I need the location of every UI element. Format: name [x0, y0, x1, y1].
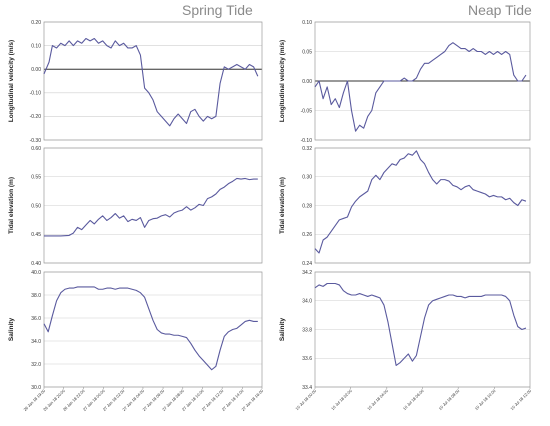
spring-salinity-frame	[43, 271, 263, 388]
neap-elevation-ytick-label: 0.24	[302, 261, 312, 267]
spring-salinity-ytick-label: 36.0	[31, 316, 41, 322]
neap-velocity-ylabel: Longitudinal velocity (m/s)	[279, 40, 286, 122]
right-xtick-label: 10 Jul 18 00:00	[294, 388, 317, 411]
chart-panels: 0.20 0.10 0.00 -0.10 -0.20 -0.30 Longitudinal …	[8, 20, 531, 391]
spring-salinity-ytick-label: 38.0	[31, 293, 41, 299]
right-xtick-label: 10 Jul 18 12:00	[509, 388, 532, 411]
spring-elevation-ytick-label: 0.50	[31, 203, 41, 209]
spring-salinity-ylabel: Salinity	[8, 318, 15, 342]
right-xtick-label: 10 Jul 18 10:00	[474, 388, 497, 411]
neap-elevation-ytick-label: 0.26	[302, 232, 312, 238]
spring-velocity-ylabel: Longitudinal velocity (m/s)	[8, 40, 15, 122]
spring-velocity-frame	[43, 21, 263, 141]
neap-salinity-series-line	[314, 282, 527, 366]
neap-salinity-ytick-label: 33.8	[302, 327, 312, 333]
spring-velocity-ytick-label: 0.20	[31, 20, 41, 26]
neap-velocity-ytick-label: -0.10	[301, 138, 313, 144]
spring-elevation-ytick-label: 0.55	[31, 175, 41, 181]
right-xtick-label: 10 Jul 18 04:00	[366, 388, 389, 411]
spring-salinity-panel: 40.0 38.0 36.0 34.0 32.0 30.0 Salinity	[8, 270, 263, 391]
spring-velocity-ytick-label: 0.10	[31, 43, 41, 49]
right-xtick-label: 10 Jul 18 06:00	[402, 388, 425, 411]
neap-elevation-series-line	[314, 150, 527, 254]
spring-velocity-ytick-label: 0.00	[31, 67, 41, 73]
neap-velocity-ytick-label: 0.00	[302, 79, 312, 85]
neap-velocity-ytick-label: 0.05	[302, 49, 312, 55]
spring-elevation-ytick-label: 0.60	[31, 146, 41, 152]
neap-elevation-ytick-label: 0.32	[302, 146, 312, 152]
spring-velocity-ytick-label: -0.10	[30, 91, 42, 97]
spring-velocity-series-line	[43, 37, 259, 127]
neap-velocity-series-line	[314, 42, 527, 132]
neap-salinity-ytick-label: 34.0	[302, 299, 312, 305]
spring-velocity-panel: 0.20 0.10 0.00 -0.10 -0.20 -0.30 Longitudinal …	[8, 20, 263, 144]
spring-elevation-ylabel: Tidal elevation (m)	[8, 177, 15, 234]
neap-elevation-ytick-label: 0.28	[302, 203, 312, 209]
neap-salinity-ytick-label: 33.4	[302, 385, 312, 391]
spring-elevation-panel: 0.60 0.55 0.50 0.45 0.40 Tidal elevation (m)	[8, 146, 263, 267]
neap-salinity-ylabel: Salinity	[279, 318, 286, 342]
neap-elevation-ylabel: Tidal elevation (m)	[279, 177, 286, 234]
neap-velocity-ytick-label: -0.05	[301, 108, 313, 114]
spring-elevation-series-line	[44, 177, 258, 237]
neap-salinity-panel: 34.2 34.0 33.8 33.6 33.4 Salinity	[279, 270, 531, 391]
spring-elevation-frame	[43, 147, 263, 264]
spring-tide-title: Spring Tide	[182, 2, 253, 18]
spring-salinity-ytick-label: 40.0	[31, 270, 41, 276]
spring-salinity-ytick-label: 34.0	[31, 339, 41, 345]
neap-velocity-ytick-label: 0.10	[302, 20, 312, 26]
neap-velocity-panel: 0.10 0.05 0.00 -0.05 -0.10 Longitudinal veloc…	[279, 20, 531, 144]
spring-salinity-series-line	[43, 286, 258, 371]
spring-elevation-ytick-label: 0.40	[31, 261, 41, 267]
spring-velocity-ytick-label: -0.30	[30, 138, 42, 144]
neap-elevation-frame	[314, 147, 531, 264]
spring-elevation-ytick-label: 0.45	[31, 232, 41, 238]
neap-elevation-panel: 0.32 0.30 0.28 0.26 0.24 Tidal elevation (m)	[279, 146, 531, 267]
spring-velocity-ytick-label: -0.20	[30, 114, 42, 120]
spring-salinity-ytick-label: 32.0	[31, 362, 41, 368]
neap-velocity-frame	[314, 21, 531, 141]
neap-tide-title: Neap Tide	[468, 2, 532, 18]
neap-salinity-ytick-label: 34.2	[302, 270, 312, 276]
right-xtick-label: 10 Jul 18 08:00	[438, 388, 461, 411]
neap-elevation-ytick-label: 0.30	[302, 175, 312, 181]
neap-salinity-ytick-label: 33.6	[302, 356, 312, 362]
right-xtick-label: 10 Jul 18 02:00	[330, 388, 353, 411]
spring-salinity-ytick-label: 30.0	[31, 385, 41, 391]
